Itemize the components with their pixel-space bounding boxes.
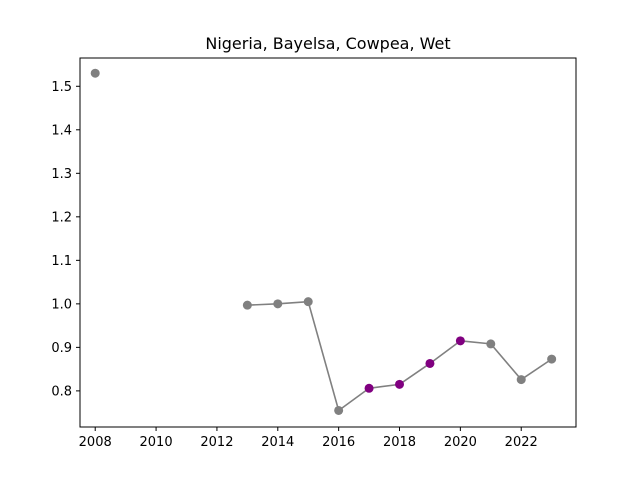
y-axis: 0.8 0.9 1.0 1.1 1.2 1.3 1.4 1.5 — [51, 80, 80, 399]
x-tick-label: 2012 — [200, 435, 233, 450]
series-line-segment — [277, 300, 309, 305]
x-axis: 2008 2010 2012 2014 2016 2018 2020 2022 — [79, 427, 538, 450]
series-line-segment — [429, 340, 461, 365]
y-tick-label: 1.2 — [51, 210, 72, 225]
data-point-highlighted — [364, 383, 374, 393]
x-tick-label: 2020 — [444, 435, 477, 450]
plot-frame — [79, 57, 577, 428]
data-point — [90, 68, 100, 78]
series-line-segment — [338, 387, 370, 412]
data-point-highlighted — [395, 379, 405, 389]
y-tick-label: 1.4 — [51, 123, 72, 138]
data-point — [547, 354, 557, 364]
series-line-segment — [460, 340, 491, 345]
x-tick-label: 2008 — [79, 435, 112, 450]
series-line-segment — [368, 383, 400, 390]
x-tick-label: 2014 — [261, 435, 294, 450]
data-point — [486, 339, 496, 349]
chart-title: Nigeria, Bayelsa, Cowpea, Wet — [205, 34, 450, 53]
y-tick-label: 1.1 — [51, 254, 72, 269]
y-tick-label: 1.0 — [51, 297, 72, 312]
y-tick-label: 0.9 — [51, 341, 72, 356]
series-line-segment — [399, 362, 431, 386]
y-tick-label: 1.3 — [51, 167, 72, 182]
y-tick-label: 1.5 — [51, 80, 72, 95]
x-tick-label: 2018 — [383, 435, 416, 450]
series-line-segment — [307, 301, 340, 411]
y-tick-label: 0.8 — [51, 384, 72, 399]
data-point — [242, 300, 252, 310]
series-line-segment — [247, 303, 278, 306]
x-tick-label: 2022 — [505, 435, 538, 450]
data-point-highlighted — [455, 336, 465, 346]
series-line-segment — [520, 358, 553, 381]
x-tick-label: 2016 — [322, 435, 355, 450]
series-line-segment — [490, 343, 522, 381]
x-tick-label: 2010 — [140, 435, 173, 450]
data-point — [516, 375, 526, 385]
data-point-highlighted — [425, 358, 435, 368]
data-point — [334, 405, 344, 415]
data-point — [303, 297, 313, 307]
data-point — [273, 299, 283, 309]
